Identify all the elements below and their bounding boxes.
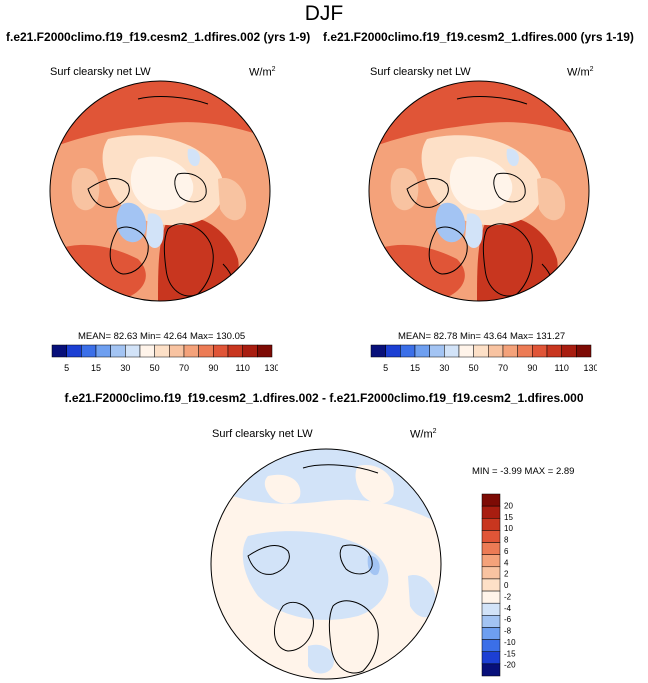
diff-colorbar-swatch	[481, 602, 501, 616]
diff-colorbar-tick-label: 0	[504, 581, 509, 590]
diff-colorbar-tick-label: 2	[504, 570, 509, 579]
panel-2-units: W/m2	[567, 66, 594, 79]
panel-1-colorbar-swatch	[257, 344, 273, 358]
diff-colorbar-swatch	[481, 566, 501, 580]
panel-2-colorbar-swatch	[561, 344, 577, 358]
panel-2-colorbar-tick-label: 130	[583, 363, 597, 373]
diff-colorbar-swatch	[481, 554, 501, 568]
diff-units: W/m2	[410, 428, 437, 441]
panel-1-colorbar-tick-label: 5	[64, 363, 69, 373]
figure-title: DJF	[304, 2, 344, 25]
diff-colorbar-tick-label: -6	[504, 615, 512, 624]
panel-2-colorbar-swatch	[429, 344, 445, 358]
panel-2-colorbar-swatch	[502, 344, 518, 358]
panel-2-colorbar-tick-label: 5	[383, 363, 388, 373]
diff-colorbar-tick-label: 8	[504, 536, 509, 545]
panel-2-stats: MEAN= 82.78 Min= 43.64 Max= 131.27	[398, 331, 566, 342]
panel-2-colorbar-swatch	[458, 344, 474, 358]
panel-2-colorbar-swatch	[576, 344, 592, 358]
panel-1-colorbar-swatch	[51, 344, 67, 358]
panel-2-colorbar-swatch	[517, 344, 533, 358]
diff-colorbar-swatch	[481, 615, 501, 628]
panel-1-map	[49, 80, 271, 302]
panel-2-colorbar-swatch	[370, 344, 386, 358]
panel-1-colorbar-swatch	[227, 344, 243, 358]
panel-1-colorbar-tick-label: 130	[264, 363, 278, 373]
diff-colorbar-tick-label: -15	[504, 649, 516, 658]
panel-2-colorbar-tick-label: 70	[498, 363, 508, 373]
diff-variable-label: Surf clearsky net LW	[212, 428, 313, 440]
case-title-right: f.e21.F2000climo.f19_f19.cesm2_1.dfires.…	[323, 30, 634, 44]
panel-1-colorbar-swatch	[81, 344, 97, 358]
panel-1-colorbar-swatch	[95, 344, 111, 358]
panel-2-colorbar-tick-label: 15	[410, 363, 420, 373]
panel-1-colorbar-tick-label: 90	[208, 363, 218, 373]
panel-2-colorbar-tick-label: 110	[554, 363, 568, 373]
diff-colorbar-tick-label: 6	[504, 547, 509, 556]
panel-1-colorbar-swatch	[154, 344, 170, 358]
diff-colorbar-tick-label: -10	[504, 638, 516, 647]
panel-2-colorbar: 5 15 30 50 70 90 110 130	[370, 344, 597, 373]
panel-1-variable-label: Surf clearsky net LW	[50, 66, 151, 78]
panel-2-colorbar-swatch	[414, 344, 430, 358]
panel-1-colorbar-swatch	[110, 344, 126, 358]
panel-1-colorbar-swatch	[198, 344, 214, 358]
panel-1-colorbar-tick-label: 15	[91, 363, 101, 373]
panel-2-colorbar-tick-label: 50	[469, 363, 479, 373]
panel-2-colorbar-swatch	[488, 344, 504, 358]
diff-colorbar-swatch	[481, 639, 501, 652]
diff-stats: MIN = -3.99 MAX = 2.89	[472, 466, 575, 477]
panel-1-colorbar: 5 15 30 50 70 90 110 130	[51, 344, 278, 373]
diff-colorbar-swatch	[481, 651, 501, 665]
panel-2-variable-label: Surf clearsky net LW	[370, 66, 471, 78]
panel-2-map	[368, 80, 590, 302]
diff-colorbar-swatch	[481, 590, 501, 604]
diff-colorbar-tick-label: 15	[504, 513, 513, 522]
panel-1-colorbar-swatch	[139, 344, 155, 358]
diff-colorbar-tick-label: 20	[504, 501, 513, 510]
case-title-left: f.e21.F2000climo.f19_f19.cesm2_1.dfires.…	[6, 30, 311, 44]
panel-2-colorbar-tick-label: 30	[439, 363, 449, 373]
panel-1-colorbar-swatch	[125, 344, 141, 358]
panel-2-colorbar-swatch	[473, 344, 489, 358]
diff-colorbar-tick-label: -2	[504, 592, 512, 601]
panel-2-colorbar-swatch	[385, 344, 401, 358]
panel-2-colorbar-swatch	[532, 344, 548, 358]
panel-2-colorbar-swatch	[546, 344, 562, 358]
diff-colorbar-tick-label: -4	[504, 604, 512, 613]
panel-1-colorbar-tick-label: 70	[179, 363, 189, 373]
panel-1-colorbar-swatch	[169, 344, 185, 358]
diff-colorbar-swatch	[481, 518, 501, 531]
diff-colorbar-swatch	[481, 505, 501, 519]
diff-colorbar-swatch	[481, 530, 501, 543]
panel-1-colorbar-tick-label: 50	[150, 363, 160, 373]
panel-2-colorbar-swatch	[444, 344, 460, 358]
diff-colorbar-swatch	[481, 627, 501, 640]
panel-1-colorbar-swatch	[242, 344, 258, 358]
difference-title: f.e21.F2000climo.f19_f19.cesm2_1.dfires.…	[64, 391, 584, 405]
panel-1-units: W/m2	[249, 66, 276, 79]
panel-1-colorbar-swatch	[213, 344, 229, 358]
panel-1-stats: MEAN= 82.63 Min= 42.64 Max= 130.05	[78, 331, 246, 342]
diff-colorbar-swatch	[481, 663, 501, 677]
diff-colorbar-swatch	[481, 493, 501, 507]
diff-colorbar-tick-label: 4	[504, 558, 509, 567]
diff-colorbar-tick-label: -20	[504, 661, 516, 670]
panel-1-colorbar-tick-label: 110	[235, 363, 249, 373]
panel-1-colorbar-swatch	[183, 344, 199, 358]
diff-colorbar-swatch	[481, 542, 501, 555]
panel-1-colorbar-tick-label: 30	[120, 363, 130, 373]
panel-2-colorbar-tick-label: 90	[527, 363, 537, 373]
panel-2-colorbar-swatch	[400, 344, 416, 358]
diff-colorbar-tick-label: 10	[504, 524, 513, 533]
diff-map	[210, 448, 442, 680]
diff-colorbar-swatch	[481, 578, 501, 592]
diff-colorbar-tick-label: -8	[504, 627, 512, 636]
panel-1-colorbar-swatch	[66, 344, 82, 358]
